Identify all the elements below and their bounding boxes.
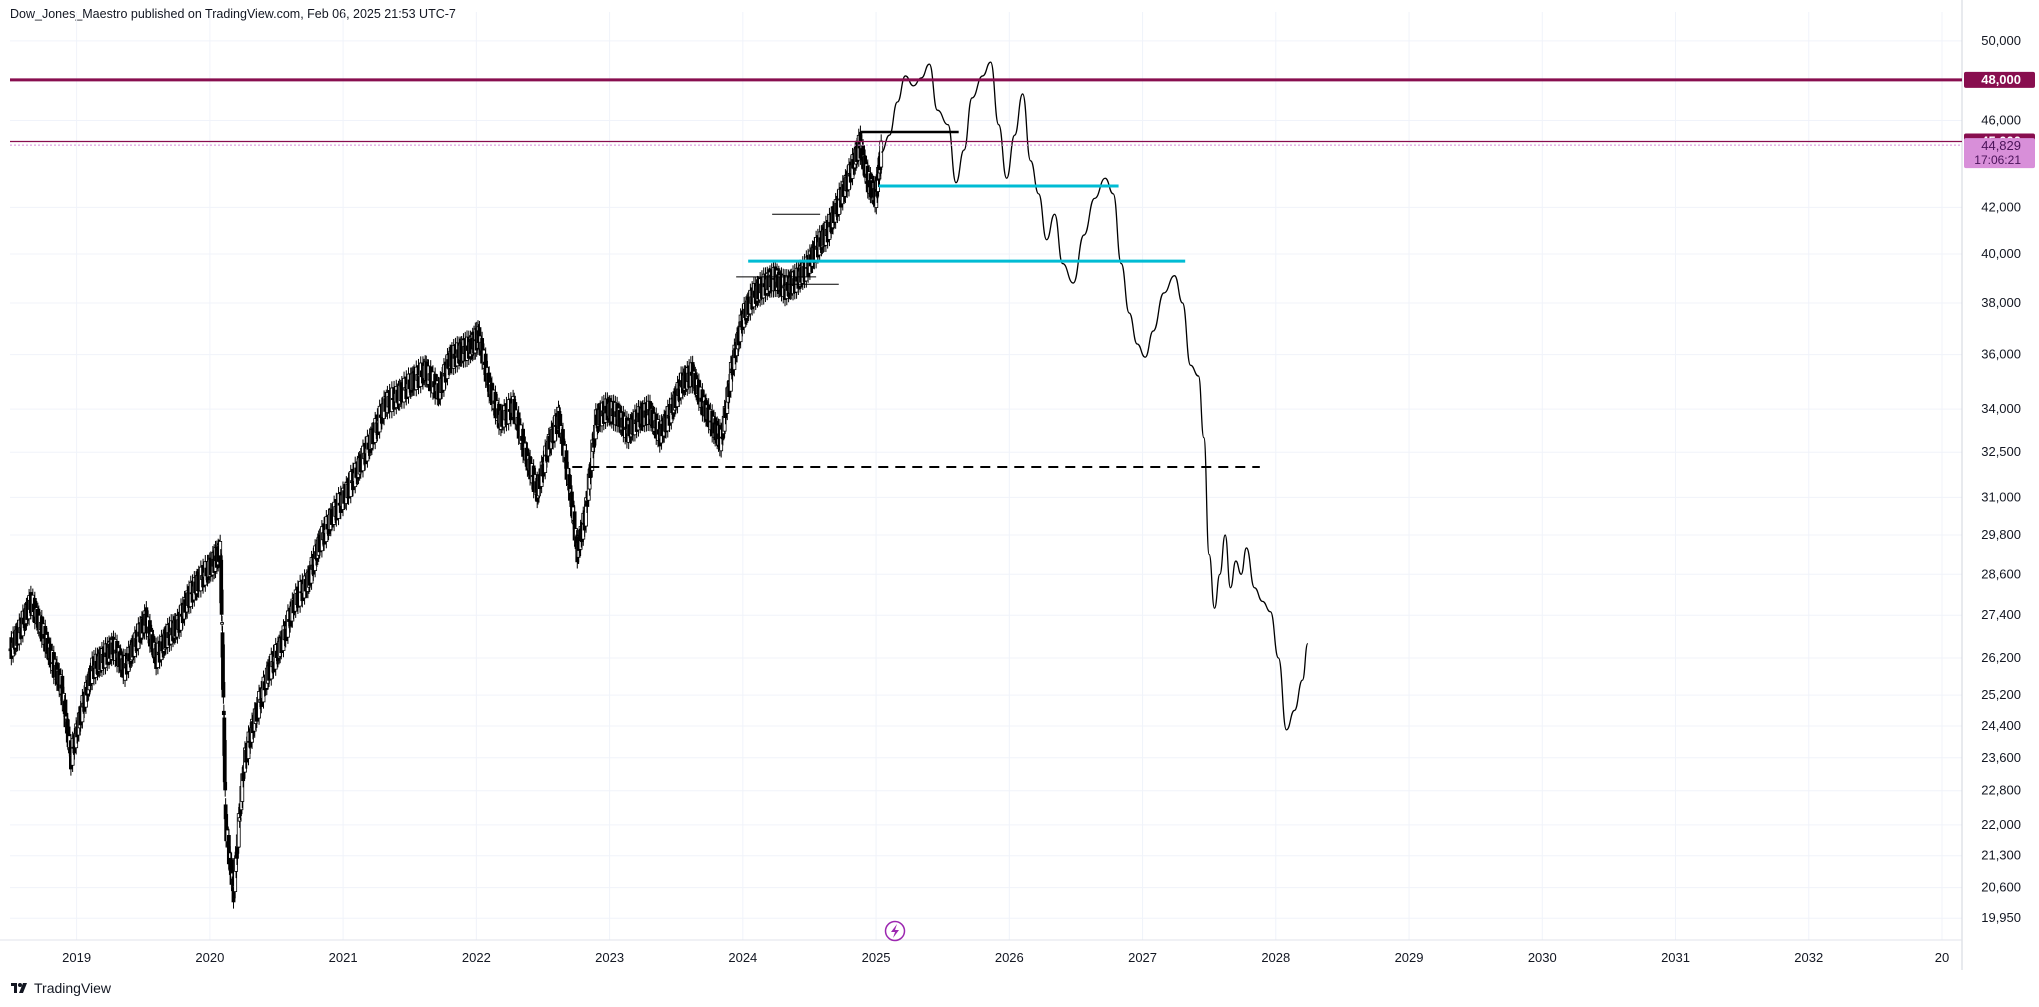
drawn-levels <box>10 78 1962 469</box>
candle-body <box>219 589 224 615</box>
time-tick-label: 2025 <box>862 950 891 965</box>
time-tick-label: 2019 <box>62 950 91 965</box>
price-tick-label: 22,800 <box>1981 783 2021 798</box>
price-tag-last_price <box>1964 138 2035 169</box>
price-tag-resistance <box>1964 71 2035 88</box>
candle-body <box>220 622 224 625</box>
price-chart[interactable]: 50,000 46,000 42,000 40,000 38,000 36,000 34,0… <box>0 0 2039 970</box>
tradingview-logo-icon <box>11 983 27 993</box>
projection-path <box>881 61 1309 731</box>
projection-line <box>881 61 1309 731</box>
price-tick-label: 40,000 <box>1981 246 2021 261</box>
time-tick-label: 2020 <box>195 950 224 965</box>
lightning-bolt-icon <box>891 924 899 938</box>
price-tick-label: 36,000 <box>1981 347 2021 362</box>
publisher-caption: Dow_Jones_Maestro published on TradingVi… <box>10 7 456 21</box>
time-tick-label: 20 <box>1935 950 1949 965</box>
price-tick-label: 21,300 <box>1981 848 2021 863</box>
price-tick-label: 29,800 <box>1981 527 2021 542</box>
price-tick-label: 38,000 <box>1981 295 2021 310</box>
price-tag-value: 48,000 <box>1981 72 2021 87</box>
price-axis[interactable]: 50,000 46,000 42,000 40,000 38,000 36,000 34,0… <box>1981 33 2021 925</box>
price-tick-label: 19,950 <box>1981 910 2021 925</box>
price-tick-label: 26,200 <box>1981 650 2021 665</box>
price-tick-label: 28,600 <box>1981 566 2021 581</box>
candle-body <box>223 781 228 791</box>
events-marker[interactable] <box>884 920 906 942</box>
candle-body <box>221 681 226 698</box>
time-tick-label: 2028 <box>1261 950 1290 965</box>
time-tick-label: 2024 <box>728 950 757 965</box>
time-axis[interactable]: 2019 2020 2021 2022 2023 2024 2025 2026 2027 2028… <box>62 950 1949 965</box>
brand-name: TradingView <box>34 980 112 996</box>
tradingview-brand[interactable]: TradingView <box>10 980 111 996</box>
price-tag-countdown: 17:06:21 <box>1974 153 2021 167</box>
lightning-icon <box>884 920 906 942</box>
price-tick-label: 50,000 <box>1981 33 2021 48</box>
chart-grid <box>0 0 1963 970</box>
time-tick-label: 2021 <box>329 950 358 965</box>
price-tick-label: 42,000 <box>1981 199 2021 214</box>
time-tick-label: 2030 <box>1528 950 1557 965</box>
price-tick-label: 24,400 <box>1981 718 2021 733</box>
time-tick-label: 2027 <box>1128 950 1157 965</box>
price-tick-label: 23,600 <box>1981 750 2021 765</box>
time-tick-label: 2031 <box>1661 950 1690 965</box>
candle-body <box>222 740 227 783</box>
time-tick-label: 2023 <box>595 950 624 965</box>
price-tick-label: 20,600 <box>1981 880 2021 895</box>
price-tick-label: 27,400 <box>1981 607 2021 622</box>
time-tick-label: 2026 <box>995 950 1024 965</box>
candle-body <box>237 817 242 822</box>
price-tick-label: 46,000 <box>1981 113 2021 128</box>
price-tick-label: 34,000 <box>1981 401 2021 416</box>
price-tick-label: 22,000 <box>1981 817 2021 832</box>
time-tick-label: 2029 <box>1395 950 1424 965</box>
price-tick-label: 32,500 <box>1981 444 2021 459</box>
price-tick-label: 31,000 <box>1981 489 2021 504</box>
price-tag-value: 44,829 <box>1981 138 2021 153</box>
time-tick-label: 2032 <box>1794 950 1823 965</box>
price-tick-label: 25,200 <box>1981 687 2021 702</box>
candlestick-series <box>8 125 884 909</box>
time-tick-label: 2022 <box>462 950 491 965</box>
